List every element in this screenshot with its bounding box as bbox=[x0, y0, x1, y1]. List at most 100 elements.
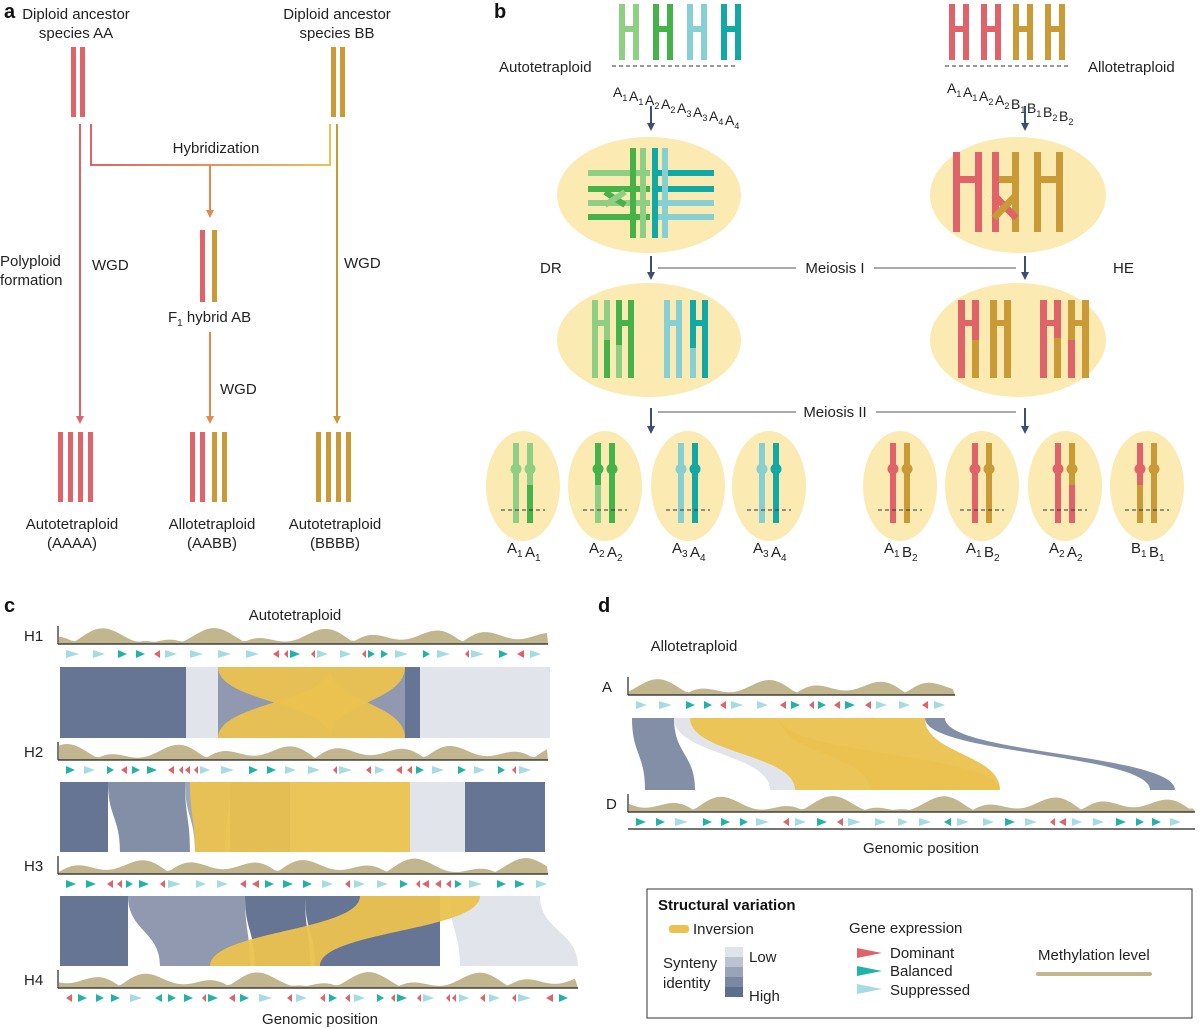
c-track-h2-gene bbox=[267, 766, 276, 774]
gamete-label-8: B1 B1 bbox=[1131, 540, 1165, 564]
c-track-h4-gene bbox=[512, 994, 516, 1002]
gamete-8-segment-1 bbox=[1137, 485, 1143, 523]
outcome-bbbb-chromosomes bbox=[316, 432, 351, 502]
gamete-6-chromatid-2 bbox=[986, 443, 992, 523]
chrom-letter: A bbox=[963, 84, 973, 100]
autotetraploid-title: Autotetraploid bbox=[499, 59, 592, 76]
legend-suppressed: Suppressed bbox=[890, 982, 970, 999]
gamete-cell-3 bbox=[651, 431, 725, 541]
gamete-7-segment-2 bbox=[1069, 485, 1075, 523]
c-track-h4-gene bbox=[518, 994, 531, 1002]
c-track-h2-gene bbox=[498, 766, 505, 774]
d-track-a-methylation bbox=[629, 679, 955, 695]
gamete-letter: A bbox=[771, 544, 781, 561]
panel-c-letter: c bbox=[4, 595, 15, 617]
auto-chrom-4-bridge bbox=[727, 26, 735, 32]
c-track-h4-gene bbox=[489, 994, 500, 1002]
chrom-letter: B bbox=[1059, 108, 1068, 124]
c-track-h1-gene bbox=[471, 650, 484, 658]
gamete-5-centromere-1 bbox=[887, 463, 899, 475]
gamete-label-6: A1 B2 bbox=[966, 540, 1000, 564]
c-track-h4-gene bbox=[96, 994, 104, 1002]
auto-chrom-3-bridge bbox=[693, 26, 701, 32]
quadrivalent-cross bbox=[588, 148, 714, 238]
c-track-h2-gene bbox=[474, 766, 485, 774]
c-track-h2-gene bbox=[179, 766, 183, 774]
d-track-a-gene bbox=[704, 701, 712, 709]
meiosis-1-label-bg bbox=[796, 258, 874, 278]
allo-chrom-3-left bbox=[1013, 4, 1019, 60]
c-track-h1-label: H1 bbox=[24, 628, 43, 645]
d-track-d-gene bbox=[875, 818, 886, 826]
allo-chrom-4-left bbox=[1045, 4, 1051, 60]
chrom-letter: A bbox=[725, 112, 735, 128]
panel-d-title: Allotetraploid bbox=[651, 638, 738, 655]
allo-chrom-2-bridge bbox=[987, 26, 995, 32]
allo-dyads bbox=[958, 300, 1089, 378]
gamete-letter: A bbox=[1067, 544, 1077, 561]
d-track-a-gene bbox=[780, 701, 786, 709]
chrom-subscript: 3 bbox=[686, 109, 691, 119]
d-track-d-gene bbox=[983, 818, 994, 826]
gamete-cell-5 bbox=[863, 431, 937, 541]
gamete-cell-2 bbox=[568, 431, 642, 541]
d-track-d-gene bbox=[656, 818, 665, 826]
outcome-1-genome: (AAAA) bbox=[47, 535, 97, 552]
c-track-h3-gene bbox=[240, 880, 246, 888]
gamete-7-chromatid-2 bbox=[1069, 443, 1075, 523]
d-track-a-gene bbox=[791, 701, 800, 709]
d-track-d-gene bbox=[1025, 818, 1037, 826]
c-track-h2-gene bbox=[519, 766, 531, 774]
d-track-a-label: A bbox=[602, 679, 612, 696]
panel-a: a Diploid ancestor species AA Diploid an… bbox=[0, 1, 391, 552]
c-track-h4-gene bbox=[417, 994, 421, 1002]
gamete-4-centromere-1 bbox=[756, 463, 768, 475]
d-track-d-gene bbox=[795, 818, 806, 826]
gamete-subscript: 1 bbox=[976, 549, 982, 560]
c-track-h4-label: H4 bbox=[24, 972, 43, 989]
c-ribbon-1-f bbox=[405, 667, 420, 738]
gamete-1-centromere-1 bbox=[510, 463, 522, 475]
c-track-h1-gene bbox=[437, 650, 450, 658]
c-track-h2-gene bbox=[221, 766, 234, 774]
c-ribbon-1-e bbox=[420, 667, 550, 738]
c-track-h3-methylation bbox=[59, 858, 548, 874]
chrom-subscript: 4 bbox=[734, 121, 739, 131]
c-track-h4-gene bbox=[397, 994, 407, 1002]
c-track-h4-gene bbox=[78, 994, 87, 1002]
c-ribbon-1-b bbox=[186, 667, 218, 738]
gamete-subscript: 3 bbox=[682, 549, 688, 560]
cell-auto-meiosis-1 bbox=[557, 137, 741, 253]
gamete-subscript: 2 bbox=[599, 549, 605, 560]
c-track-h2-gene bbox=[512, 766, 516, 774]
panel-c: c Autotetraploid H1 H2 H3 H4 Genomic positi… bbox=[4, 595, 578, 1028]
d-track-a-gene bbox=[834, 701, 840, 709]
gamete-2-chromatid-2 bbox=[609, 443, 615, 523]
c-track-h3-gene bbox=[66, 880, 76, 888]
allo-chrom-1-left bbox=[949, 4, 955, 60]
d-ribbon-a bbox=[632, 718, 695, 790]
d-track-d-gene bbox=[1152, 818, 1161, 826]
meiosis-2-label: Meiosis II bbox=[803, 404, 866, 421]
panel-c-xlabel: Genomic position bbox=[262, 1011, 378, 1028]
gamete-subscript: 1 bbox=[894, 549, 900, 560]
c-track-h4-gene bbox=[287, 994, 292, 1002]
gamete-label-2: A2 A2 bbox=[589, 540, 623, 564]
allo-chrom-3-right bbox=[1027, 4, 1033, 60]
allo-bivalents-cross bbox=[953, 152, 1063, 232]
c-track-h1-gene bbox=[381, 650, 388, 658]
c-track-h4-gene bbox=[329, 994, 337, 1002]
auto-chrom-2-right bbox=[667, 4, 673, 60]
d-track-a-gene bbox=[934, 701, 945, 709]
gamete-subscript: 2 bbox=[617, 553, 623, 564]
gamete-4-centromere-2 bbox=[770, 463, 782, 475]
d-track-a-gene bbox=[720, 701, 726, 709]
gamete-letter: A bbox=[589, 540, 599, 557]
c-track-h4-gene bbox=[155, 994, 162, 1002]
c-track-h3-gene bbox=[217, 880, 228, 888]
c-track-h2-gene bbox=[308, 766, 320, 774]
c-track-h2-gene bbox=[84, 766, 95, 774]
d-track-d-gene bbox=[636, 818, 646, 826]
gamete-6-centromere-2 bbox=[983, 463, 995, 475]
